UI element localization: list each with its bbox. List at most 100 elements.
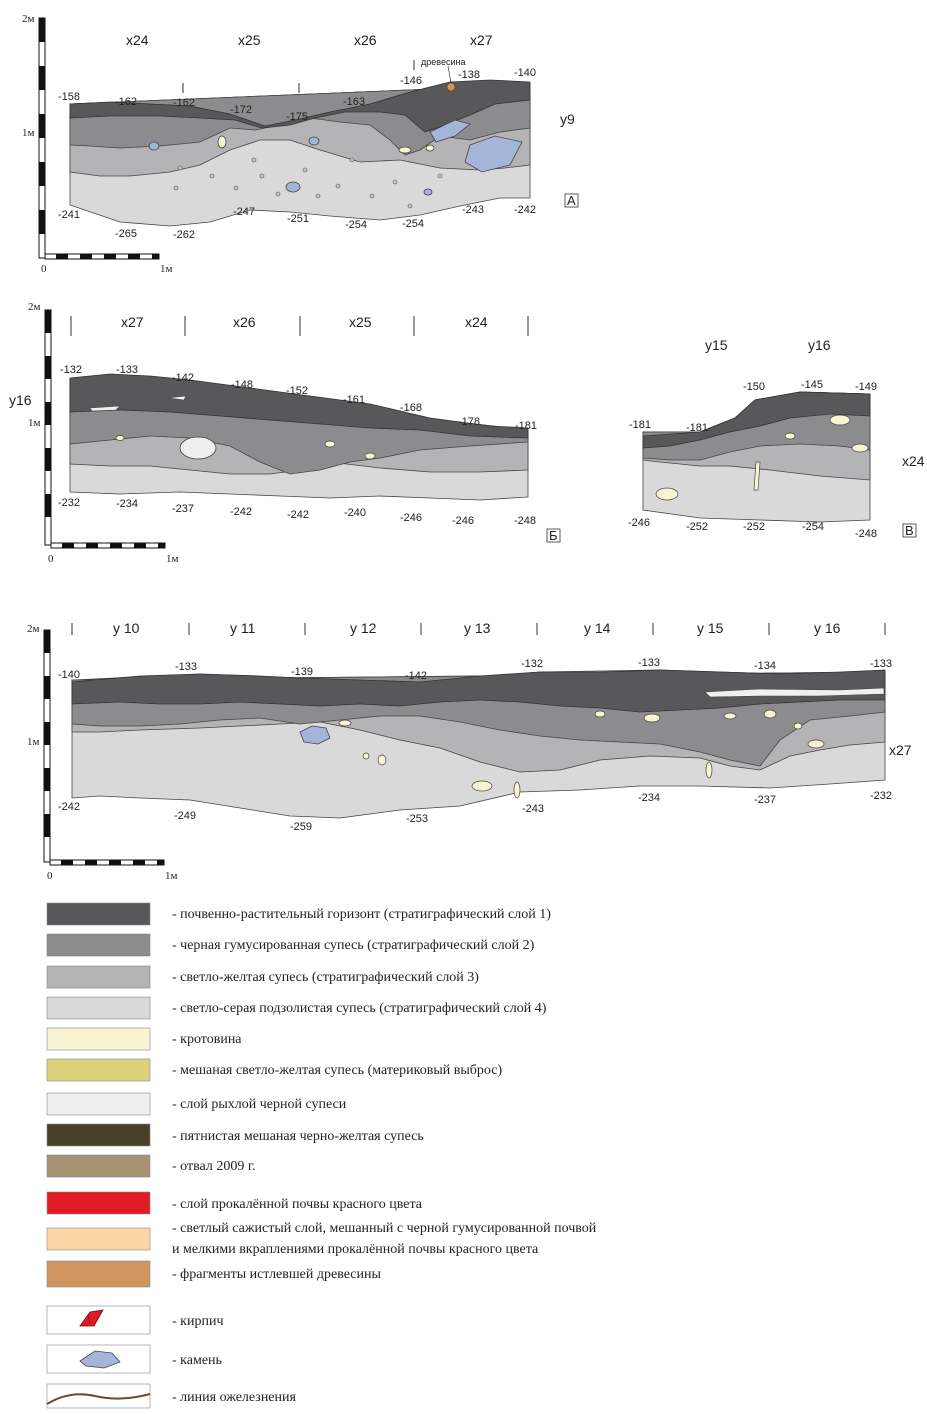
elevation-mark: -162 bbox=[115, 96, 137, 108]
section-b: 2м 1м 0 1м x27 x26 x25 x24 bbox=[9, 301, 561, 565]
legend-swatch bbox=[46, 1092, 151, 1116]
elevation-mark: -234 bbox=[116, 498, 138, 510]
elevation-mark: -133 bbox=[116, 364, 138, 376]
elevation-mark: -254 bbox=[345, 219, 367, 231]
stone-icon bbox=[423, 188, 433, 196]
krotovina bbox=[829, 414, 851, 426]
krotovina bbox=[338, 719, 352, 727]
legend-label: - светло-серая подзолистая супесь (страт… bbox=[172, 1001, 547, 1016]
elevation-mark: -243 bbox=[462, 204, 484, 216]
scale-mid-label: 1м bbox=[27, 736, 40, 748]
legend-label: - слой рыхлой черной супеси bbox=[172, 1097, 347, 1112]
section-letter: В bbox=[905, 523, 914, 538]
legend-label: - кирпич bbox=[172, 1314, 223, 1329]
stone-icon bbox=[429, 119, 471, 143]
section-c-inclusions bbox=[299, 687, 885, 799]
elevation-mark: -138 bbox=[458, 69, 480, 81]
elevation-mark: -240 bbox=[344, 507, 366, 519]
legend: - почвенно-растительный горизонт (страти… bbox=[46, 902, 597, 1409]
column-label: x24 bbox=[126, 32, 149, 48]
elevation-mark: -133 bbox=[870, 658, 892, 670]
layer-1 bbox=[69, 373, 529, 439]
legend-swatch bbox=[46, 996, 151, 1020]
krotovina bbox=[763, 709, 777, 719]
section-c: 2м 1м 0 1м y 10 y 11 y 12 y 13 y 14 y 15… bbox=[27, 620, 912, 882]
layer-1 bbox=[71, 669, 886, 713]
section-b-inclusions bbox=[89, 395, 376, 460]
section-letter: А bbox=[567, 193, 576, 208]
krotovina bbox=[643, 713, 661, 723]
column-label: y 12 bbox=[350, 620, 377, 636]
legend-label: - слой прокалённой почвы красного цвета bbox=[172, 1197, 423, 1212]
elevation-mark: -251 bbox=[287, 213, 309, 225]
elevation-mark: -149 bbox=[855, 381, 877, 393]
legend-swatch bbox=[46, 1191, 151, 1215]
legend-icon-brick bbox=[46, 1305, 151, 1335]
legend-swatch bbox=[46, 933, 151, 957]
elevation-mark: -254 bbox=[402, 218, 424, 230]
legend-swatch bbox=[46, 1123, 151, 1147]
krotovina bbox=[784, 432, 796, 440]
elevation-mark: -161 bbox=[343, 394, 365, 406]
elevation-mark: -253 bbox=[406, 813, 428, 825]
section-a-layers bbox=[69, 79, 531, 227]
elevation-mark: -242 bbox=[514, 204, 536, 216]
column-label: y 15 bbox=[697, 620, 724, 636]
legend-label: - камень bbox=[172, 1353, 222, 1368]
krotovina bbox=[362, 752, 370, 760]
scale-zero-label: 0 bbox=[48, 553, 54, 565]
legend-icon-iron-line bbox=[46, 1383, 151, 1409]
krotovina bbox=[793, 722, 803, 730]
wood-fragment bbox=[446, 82, 456, 92]
lens bbox=[89, 405, 121, 412]
legend-swatch bbox=[46, 1154, 151, 1178]
krotovina bbox=[217, 135, 227, 149]
stone-icon bbox=[285, 181, 301, 193]
krotovina bbox=[324, 440, 336, 448]
layer-1 bbox=[69, 79, 531, 133]
krotovina bbox=[807, 739, 825, 749]
elevation-mark: -248 bbox=[855, 528, 877, 540]
column-label: y15 bbox=[705, 337, 728, 353]
elevation-mark: -234 bbox=[638, 792, 660, 804]
elevation-mark: -181 bbox=[629, 419, 651, 431]
elevation-mark: -252 bbox=[743, 521, 765, 533]
lens bbox=[704, 687, 885, 698]
layer-1 bbox=[642, 391, 871, 449]
section-c-vertical-scale: 2м 1м bbox=[27, 623, 51, 863]
krotovina bbox=[655, 487, 679, 501]
krotovina bbox=[705, 761, 713, 779]
legend-swatch bbox=[46, 1227, 151, 1251]
section-side-label: y9 bbox=[560, 111, 575, 127]
elevation-mark: -140 bbox=[58, 669, 80, 681]
legend-label: - линия ожелезнения bbox=[172, 1390, 297, 1405]
elevation-mark: -142 bbox=[172, 372, 194, 384]
elevation-mark: -246 bbox=[628, 517, 650, 529]
scale-mid-label: 1м bbox=[28, 417, 41, 429]
elevation-mark: -246 bbox=[452, 515, 474, 527]
column-label: x25 bbox=[238, 32, 261, 48]
legend-swatch bbox=[46, 965, 151, 989]
elevation-mark: -139 bbox=[291, 666, 313, 678]
krotovina bbox=[723, 712, 737, 720]
section-b-horizontal-scale: 0 1м bbox=[48, 542, 179, 565]
legend-label-line2: и мелкими вкраплениями прокалённой почвы… bbox=[172, 1242, 539, 1257]
section-side-label: y16 bbox=[9, 392, 32, 408]
elevation-mark: -142 bbox=[405, 670, 427, 682]
section-v-inclusions bbox=[655, 414, 869, 501]
gravel bbox=[173, 157, 443, 209]
elevation-mark: -265 bbox=[115, 228, 137, 240]
legend-icon-stone bbox=[46, 1344, 151, 1374]
stone-icon bbox=[79, 1350, 121, 1369]
elevation-mark: -158 bbox=[58, 91, 80, 103]
legend-label: - кротовина bbox=[172, 1032, 242, 1047]
legend-swatch bbox=[46, 1027, 151, 1051]
section-a: 2м 1м 0 1м x24 x25 x26 x27 bbox=[22, 13, 579, 275]
elevation-mark: -134 bbox=[754, 660, 776, 672]
scale-top-label: 2м bbox=[28, 301, 41, 313]
scale-end-label: 1м bbox=[165, 870, 178, 882]
column-label: y 13 bbox=[464, 620, 491, 636]
krotovina bbox=[471, 780, 493, 792]
stone-icon bbox=[308, 136, 320, 146]
